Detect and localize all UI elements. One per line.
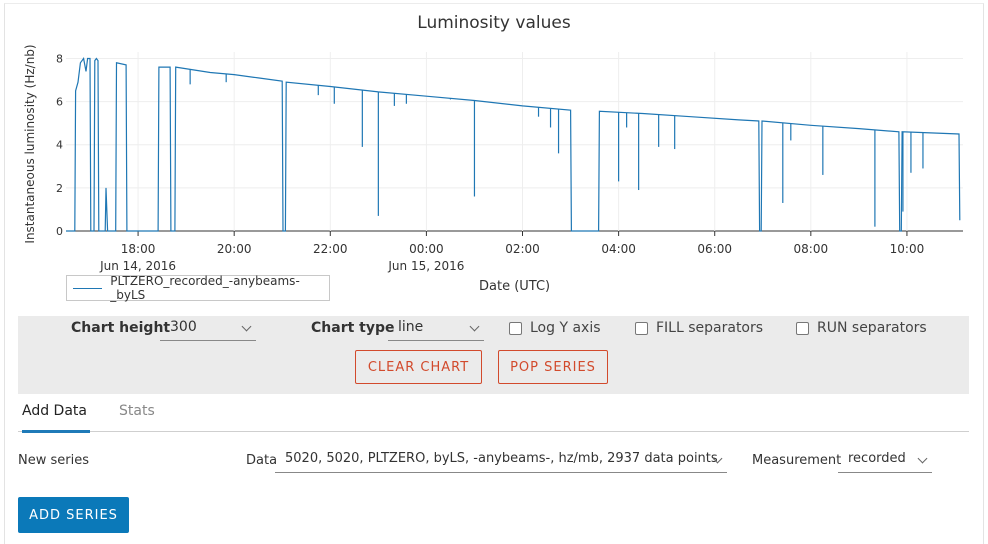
tab-bar: Add Data Stats xyxy=(18,403,969,433)
x-tick-label: 04:00 xyxy=(601,242,636,256)
chart-type-value: line xyxy=(398,319,424,335)
chart-title: Luminosity values xyxy=(417,13,571,33)
x-tick-labels: 18:00 Jun 14, 2016 20:00 22:00 00:00 Jun 15, … xyxy=(99,242,924,273)
legend-swatch xyxy=(73,287,103,289)
chart-height-value: 300 xyxy=(170,319,197,335)
legend-label: PLTZERO_recorded_-anybeams-_byLS xyxy=(110,274,300,302)
y-tick-labels: 0 2 4 6 8 xyxy=(56,52,63,238)
chart-card xyxy=(4,3,984,544)
x-tick-label: 06:00 xyxy=(697,242,732,256)
tab-stats[interactable]: Stats xyxy=(119,403,155,419)
checkbox-box[interactable] xyxy=(635,321,648,335)
x-tick-label: 20:00 xyxy=(217,242,252,256)
add-series-button[interactable]: ADD SERIES xyxy=(18,497,129,533)
y-tick-label: 2 xyxy=(56,182,63,195)
run-separators-label: RUN separators xyxy=(817,320,927,336)
fill-separators-label: FILL separators xyxy=(656,320,764,336)
chevron-down-icon xyxy=(469,321,480,332)
x-date-label: Jun 15, 2016 xyxy=(387,259,464,273)
luminosity-chart: 0 2 4 6 8 18:00 Jun 14, 2016 20:00 22:00 00:00 Ju… xyxy=(23,44,963,273)
chart-type-label: Chart type xyxy=(311,320,395,336)
x-tick-label: 22:00 xyxy=(313,242,348,256)
x-axis-label: Date (UTC) xyxy=(479,279,551,294)
chevron-down-icon xyxy=(241,321,252,332)
y-tick-label: 0 xyxy=(56,225,63,238)
pop-series-button[interactable]: POP SERIES xyxy=(498,350,608,384)
y-tick-label: 8 xyxy=(56,52,63,65)
run-separators-checkbox[interactable]: RUN separators xyxy=(796,320,927,336)
checkbox-box[interactable] xyxy=(509,321,522,335)
measurement-label: Measurement xyxy=(752,453,842,468)
chart-height-label: Chart height xyxy=(71,320,171,336)
data-select[interactable]: 5020, 5020, PLTZERO, byLS, -anybeams-, h… xyxy=(275,451,727,473)
new-series-label: New series xyxy=(18,453,89,468)
x-tick-label: 00:00 xyxy=(409,242,444,256)
checkbox-box[interactable] xyxy=(796,321,809,335)
x-tick-label: 18:00 xyxy=(121,242,156,256)
series-line-pltzero xyxy=(66,57,961,232)
data-select-value: 5020, 5020, PLTZERO, byLS, -anybeams-, h… xyxy=(285,451,718,466)
log-y-checkbox[interactable]: Log Y axis xyxy=(509,320,601,336)
chart-grid xyxy=(66,52,963,236)
tab-add-data[interactable]: Add Data xyxy=(22,403,90,433)
chart-type-select[interactable]: line xyxy=(388,319,484,341)
measurement-select[interactable]: recorded xyxy=(838,451,932,473)
x-tick-label: 10:00 xyxy=(890,242,925,256)
x-tick-label: 02:00 xyxy=(505,242,540,256)
y-tick-label: 6 xyxy=(56,96,63,109)
fill-separators-checkbox[interactable]: FILL separators xyxy=(635,320,763,336)
x-tick-label: 08:00 xyxy=(794,242,829,256)
measurement-value: recorded xyxy=(848,451,906,466)
data-label: Data xyxy=(246,453,278,468)
y-tick-label: 4 xyxy=(56,139,63,152)
y-axis-label: Instantaneous luminosity (Hz/nb) xyxy=(23,44,37,243)
x-date-label: Jun 14, 2016 xyxy=(99,259,176,273)
series-dips xyxy=(189,69,924,227)
chart-controls-panel: Chart height 300 Chart type line Log Y a… xyxy=(18,316,969,394)
chevron-down-icon xyxy=(917,453,928,464)
chart-height-select[interactable]: 300 xyxy=(160,319,256,341)
clear-chart-button[interactable]: CLEAR CHART xyxy=(355,350,482,384)
log-y-label: Log Y axis xyxy=(530,320,601,336)
chart-legend[interactable]: PLTZERO_recorded_-anybeams-_byLS xyxy=(66,274,330,302)
